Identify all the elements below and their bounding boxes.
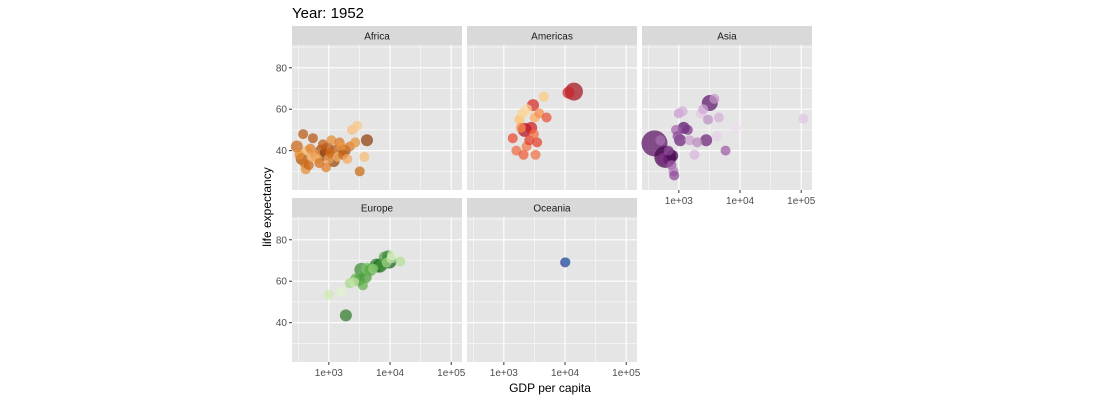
y-tick-label: 80 <box>276 63 288 74</box>
data-point <box>703 114 714 125</box>
data-point <box>720 145 731 156</box>
data-point <box>692 137 703 148</box>
data-point <box>317 139 328 150</box>
y-tick-label: 60 <box>276 105 288 116</box>
data-point <box>349 277 360 288</box>
facet-strip <box>467 198 637 217</box>
facet-panel <box>292 45 462 190</box>
data-point <box>511 145 522 156</box>
y-tick-label: 40 <box>276 146 288 157</box>
data-point <box>713 112 724 123</box>
x-tick-label: 1e+04 <box>726 196 755 207</box>
data-point <box>700 134 713 147</box>
data-point <box>669 170 680 181</box>
x-tick-label: 1e+03 <box>490 368 519 379</box>
data-point <box>522 104 533 115</box>
y-tick-label: 40 <box>276 318 288 329</box>
x-tick-label: 1e+05 <box>787 196 816 207</box>
chart-title: Year: 1952 <box>292 5 364 22</box>
data-point <box>562 86 575 99</box>
data-point <box>730 122 741 133</box>
y-axis-title: life expectancy <box>260 167 274 246</box>
data-point <box>303 160 314 171</box>
data-point <box>534 108 545 119</box>
facet-panel <box>292 217 462 362</box>
facet-strip-label: Americas <box>531 32 573 43</box>
facet-europe: Europe 40 60 80 1e+03 1e+04 1e+05 <box>276 198 466 379</box>
data-point <box>342 153 353 164</box>
x-tick-label: 1e+03 <box>315 368 344 379</box>
data-point <box>682 124 693 135</box>
data-point <box>538 91 549 102</box>
x-axis-title: GDP per capita <box>509 381 591 395</box>
data-point <box>655 135 666 146</box>
data-point <box>352 120 363 131</box>
x-tick-label: 1e+04 <box>376 368 405 379</box>
facet-africa: Africa 40 60 80 <box>276 26 462 190</box>
data-point <box>307 133 318 144</box>
data-point <box>360 134 373 147</box>
data-point <box>677 106 688 117</box>
facet-asia: Asia 1e+03 1e+04 1e+05 <box>641 26 816 207</box>
y-tick-label: 80 <box>276 235 288 246</box>
data-point <box>507 133 518 144</box>
facet-panel <box>642 45 812 190</box>
x-tick-label: 1e+05 <box>612 368 641 379</box>
data-point <box>321 162 332 173</box>
facet-strip-label: Oceania <box>533 204 571 215</box>
data-point <box>562 257 571 266</box>
data-point <box>530 149 541 160</box>
data-point <box>395 256 406 267</box>
data-point <box>336 141 347 152</box>
data-point <box>336 286 347 297</box>
facet-strip <box>292 198 462 217</box>
data-point <box>711 131 722 142</box>
facet-strip-label: Asia <box>717 32 737 43</box>
facet-oceania: Oceania 1e+03 1e+04 1e+05 <box>467 198 641 379</box>
x-tick-label: 1e+05 <box>437 368 466 379</box>
data-point <box>323 289 334 300</box>
data-point <box>532 137 543 148</box>
facet-americas: Americas <box>467 26 637 190</box>
data-point <box>663 145 674 156</box>
data-point <box>698 104 709 115</box>
facet-panel <box>467 45 637 190</box>
data-point <box>689 149 700 160</box>
data-point <box>354 166 365 177</box>
x-tick-label: 1e+03 <box>665 196 694 207</box>
facet-strip-label: Africa <box>364 32 390 43</box>
data-point <box>528 129 539 140</box>
data-point <box>339 309 352 322</box>
data-point <box>290 140 303 153</box>
data-point <box>359 151 370 162</box>
data-point <box>325 147 336 158</box>
data-point <box>326 135 337 146</box>
data-point <box>357 280 368 291</box>
data-point <box>684 135 695 146</box>
data-point <box>350 137 361 148</box>
data-point <box>294 149 305 160</box>
x-tick-label: 1e+04 <box>551 368 580 379</box>
data-point <box>515 122 526 133</box>
facet-strip <box>642 26 812 45</box>
facet-panel <box>467 217 637 362</box>
data-point <box>672 131 683 142</box>
facet-strip <box>467 26 637 45</box>
data-point <box>709 93 720 104</box>
y-tick-label: 60 <box>276 277 288 288</box>
data-point <box>518 149 529 160</box>
data-point <box>798 113 809 124</box>
data-point <box>368 263 379 274</box>
data-point <box>387 250 398 261</box>
data-point <box>298 129 309 140</box>
facet-strip <box>292 26 462 45</box>
facet-strip-label: Europe <box>361 204 394 215</box>
data-point <box>541 112 552 123</box>
